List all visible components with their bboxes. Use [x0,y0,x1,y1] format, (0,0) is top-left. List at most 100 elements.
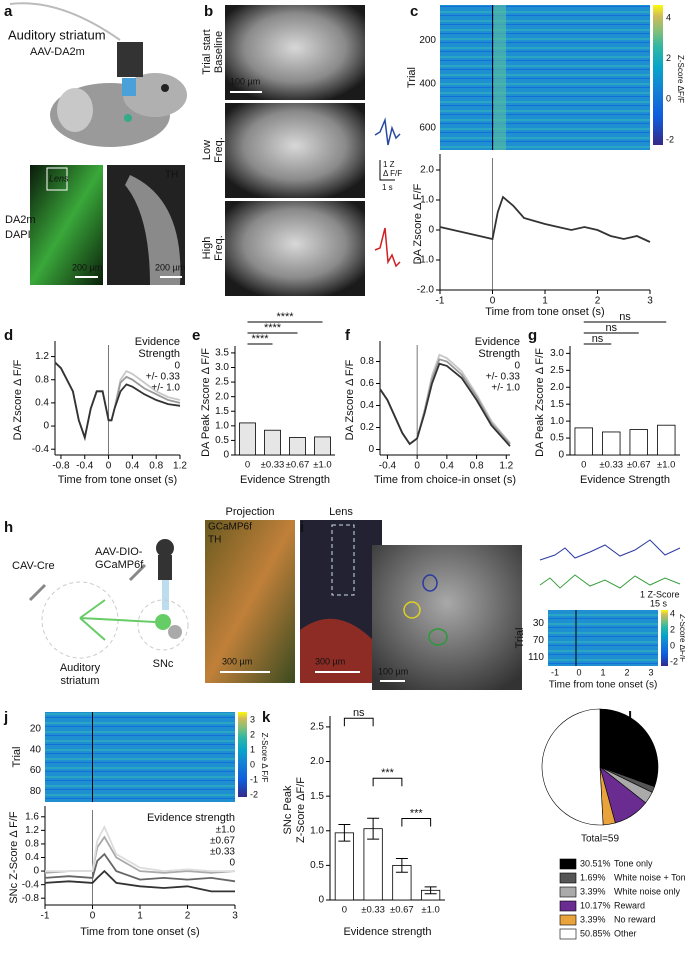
colorbar-tick: 0 [670,640,675,650]
legend-swatch [559,914,577,926]
significance-label: *** [410,807,424,819]
y-tick-label: 2.5 [310,722,324,733]
x-tick-label: -1 [551,667,559,677]
x-tick-label: 0.4 [440,461,454,472]
decoration [225,5,365,100]
x-tick-label: 0 [414,461,420,472]
decoration [225,103,365,198]
x-tick-label: 0.8 [149,461,163,472]
panel-letter: j [3,709,8,726]
colorbar-tick: 2 [670,624,675,634]
significance-label: ns [353,707,365,719]
colorbar-tick: -1 [250,774,258,784]
colorbar-label: Z-Score Δ F/F [260,733,269,783]
region-label: SNc [153,658,174,670]
panel-letter: k [262,709,271,726]
decoration [403,601,421,619]
scale-label: Δ F/F [383,169,402,178]
y-tick-label: 1.0 [215,420,229,431]
bar [602,431,621,456]
significance-label: ns [605,322,617,334]
error-bar [395,857,408,873]
region-label: Auditory [60,662,101,674]
line [54,361,181,441]
x-tick-label: -0.8 [52,461,70,472]
bar [264,429,281,456]
decoration [79,599,156,641]
y-tick-label: 0.8 [25,839,39,850]
x-tick-label: ±0.33 [261,460,285,471]
legend-label: White noise only [614,886,681,896]
legend-value: 10.17% [580,900,611,910]
row-label: Baseline [213,31,225,73]
y-axis-label: SNc Peak [282,785,294,834]
y-tick-label: 3.0 [215,362,229,373]
y-tick-label: 1.2 [35,351,49,362]
decoration [124,114,132,122]
scale-label: 1 Z-Score [640,589,680,599]
x-tick-label: ±1.0 [421,905,439,916]
panel-letter: d [4,327,13,344]
y-tick-label: 0.4 [35,398,49,409]
significance-label: **** [276,311,294,323]
y-tick-label: 1.0 [420,195,434,206]
y-axis-label: DA Zscore Δ F/F [12,359,24,440]
virus-label: AAV-DIO- [95,546,143,558]
y-tick-label: -2.0 [417,285,435,296]
scale-label: 100 µm [230,76,260,86]
legend-title: Evidence [135,336,180,348]
y-tick-label: 2.0 [215,391,229,402]
panel-letter: b [204,3,213,20]
x-axis-label: Evidence Strength [580,474,670,486]
x-axis-label: Time from tone onset (s) [58,474,177,486]
legend-title: Strength [478,348,520,360]
lens-label: Lens [49,173,69,183]
x-axis-label: Time from tone onset (s) [485,306,604,318]
x-tick-label: 0.4 [125,461,139,472]
legend-entry: ±1.0 [216,825,236,836]
row-label: Low [201,140,213,160]
y-tick-label: 0 [428,225,434,236]
significance-label: **** [251,333,269,345]
stain-label: TH [208,535,221,546]
y-tick-label: 0.5 [550,433,564,444]
colorbar-tick: -2 [670,656,678,666]
scale-label: 300 µm [315,656,345,666]
virus-label: GCaMP6f [95,559,144,571]
y-tick-label: -0.4 [22,879,40,890]
illustrations [9,2,681,802]
legend-swatch [559,858,577,870]
legend-value: 3.39% [580,886,606,896]
legend-swatch [559,928,577,940]
decoration [168,625,182,639]
colorbar-label: Z-Score ΔF/F [678,614,685,662]
colorbar-tick: -2 [250,789,258,799]
y-tick-label: 2.5 [215,377,229,388]
bar [239,422,256,456]
decoration [28,563,147,602]
line [379,353,511,446]
y-tick-label: 0.8 [360,356,374,367]
decoration [156,539,174,557]
panel-letter: g [528,327,537,344]
decoration [155,614,171,630]
x-tick-label: 0.8 [470,461,484,472]
legend-title: Strength [138,348,180,360]
legend-entry: 0 [229,858,235,869]
x-tick-label: 3 [232,911,238,922]
decoration [205,520,295,683]
decoration [300,618,382,683]
legend-entry: +/- 0.33 [146,372,181,383]
bar [629,429,648,456]
legend-title: Evidence strength [147,812,235,824]
decoration [9,2,121,41]
panel-letter: i [300,519,304,536]
scale-label: 300 µm [222,656,252,666]
decoration [539,574,681,589]
legend-entry: +/- 1.0 [151,383,180,394]
significance-label: *** [381,767,395,779]
decoration [331,524,355,596]
legend-title: Evidence [475,336,520,348]
significance-label: **** [264,322,282,334]
colorbar-tick: 2 [666,53,671,63]
